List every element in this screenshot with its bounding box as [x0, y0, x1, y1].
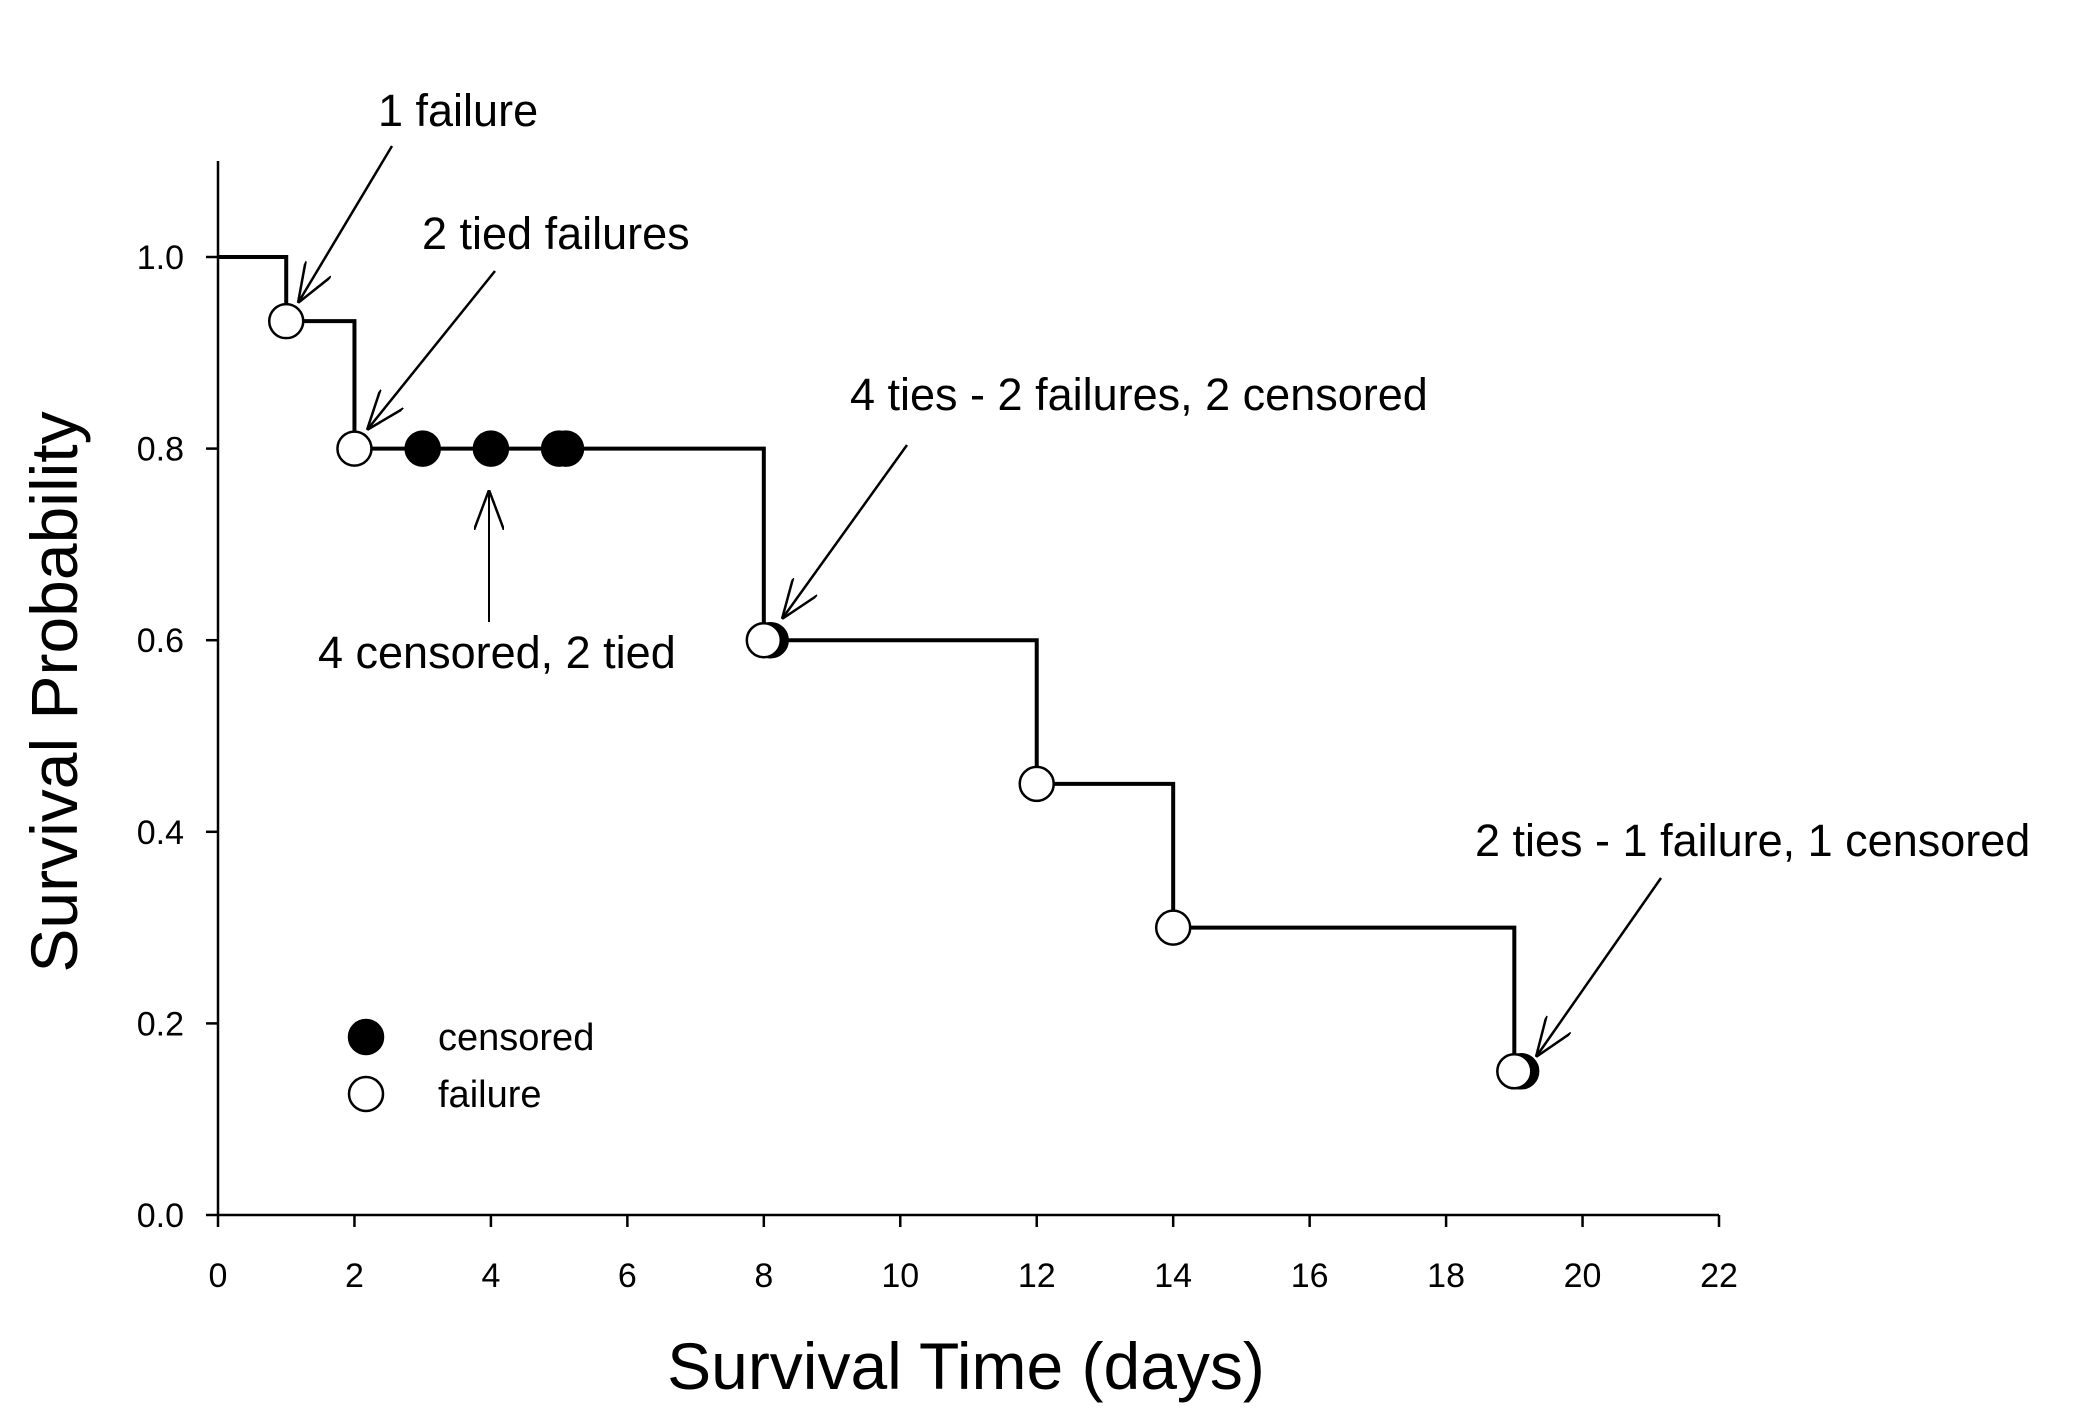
y-tick-label: 0.2 [137, 1005, 184, 1043]
y-tick-label: 0.8 [137, 431, 184, 469]
annotation-1-failure: 1 failure [378, 85, 538, 136]
failure-marker [1154, 909, 1192, 946]
censored-marker [472, 430, 510, 467]
x-tick-label: 20 [1564, 1257, 1602, 1295]
data-markers [267, 302, 1540, 1090]
annotation-4-ties: 4 ties - 2 failures, 2 censored [850, 369, 1428, 420]
legend-failure-marker [347, 1075, 385, 1113]
failure-marker [267, 302, 305, 340]
censored-marker [547, 430, 585, 467]
y-tick-label: 0.0 [137, 1197, 184, 1235]
x-tick-label: 12 [1018, 1257, 1056, 1295]
x-tick-label: 6 [618, 1257, 637, 1295]
failure-marker [745, 621, 783, 659]
annotation-2-ties-arrow [1536, 877, 1663, 1057]
x-tick-label: 8 [754, 1257, 773, 1295]
annotation-4-censored: 4 censored, 2 tied [318, 627, 676, 678]
y-tick-label: 1.0 [137, 239, 184, 277]
x-axis-ticks: 0 2 4 6 8 10 12 14 16 18 20 22 [209, 1215, 1738, 1295]
censored-marker [404, 430, 441, 467]
x-tick-label: 0 [209, 1257, 228, 1295]
y-tick-label: 0.6 [137, 622, 184, 660]
failure-marker [1496, 1053, 1533, 1090]
legend-failure-label: failure [438, 1074, 542, 1116]
x-tick-label: 18 [1427, 1257, 1465, 1295]
x-tick-label: 10 [881, 1257, 919, 1295]
y-tick-label: 0.4 [137, 814, 184, 852]
annotation-1-failure-arrow [298, 145, 394, 303]
x-tick-label: 16 [1291, 1257, 1329, 1295]
annotation-4-ties-arrow [782, 444, 909, 619]
x-tick-label: 22 [1700, 1257, 1738, 1295]
annotations: 1 failure 2 tied failures 4 censored, 2 … [298, 85, 2030, 1057]
failure-marker [1018, 765, 1055, 803]
y-axis-ticks: 0.0 0.2 0.4 0.6 0.8 1.0 [137, 239, 218, 1235]
annotation-2-ties: 2 ties - 1 failure, 1 censored [1475, 815, 2030, 866]
x-tick-label: 4 [481, 1257, 500, 1295]
annotation-2-tied-failures: 2 tied failures [422, 208, 690, 259]
x-tick-label: 2 [345, 1257, 364, 1295]
y-axis-title: Survival Probability [17, 411, 91, 972]
legend: censored failure [347, 1017, 594, 1116]
legend-censored-label: censored [438, 1017, 594, 1059]
x-tick-label: 14 [1154, 1257, 1192, 1295]
legend-censored-marker [347, 1018, 385, 1056]
annotation-2-tied-failures-arrow [367, 270, 496, 430]
failure-marker [336, 430, 373, 467]
x-axis-title: Survival Time (days) [667, 1329, 1265, 1403]
